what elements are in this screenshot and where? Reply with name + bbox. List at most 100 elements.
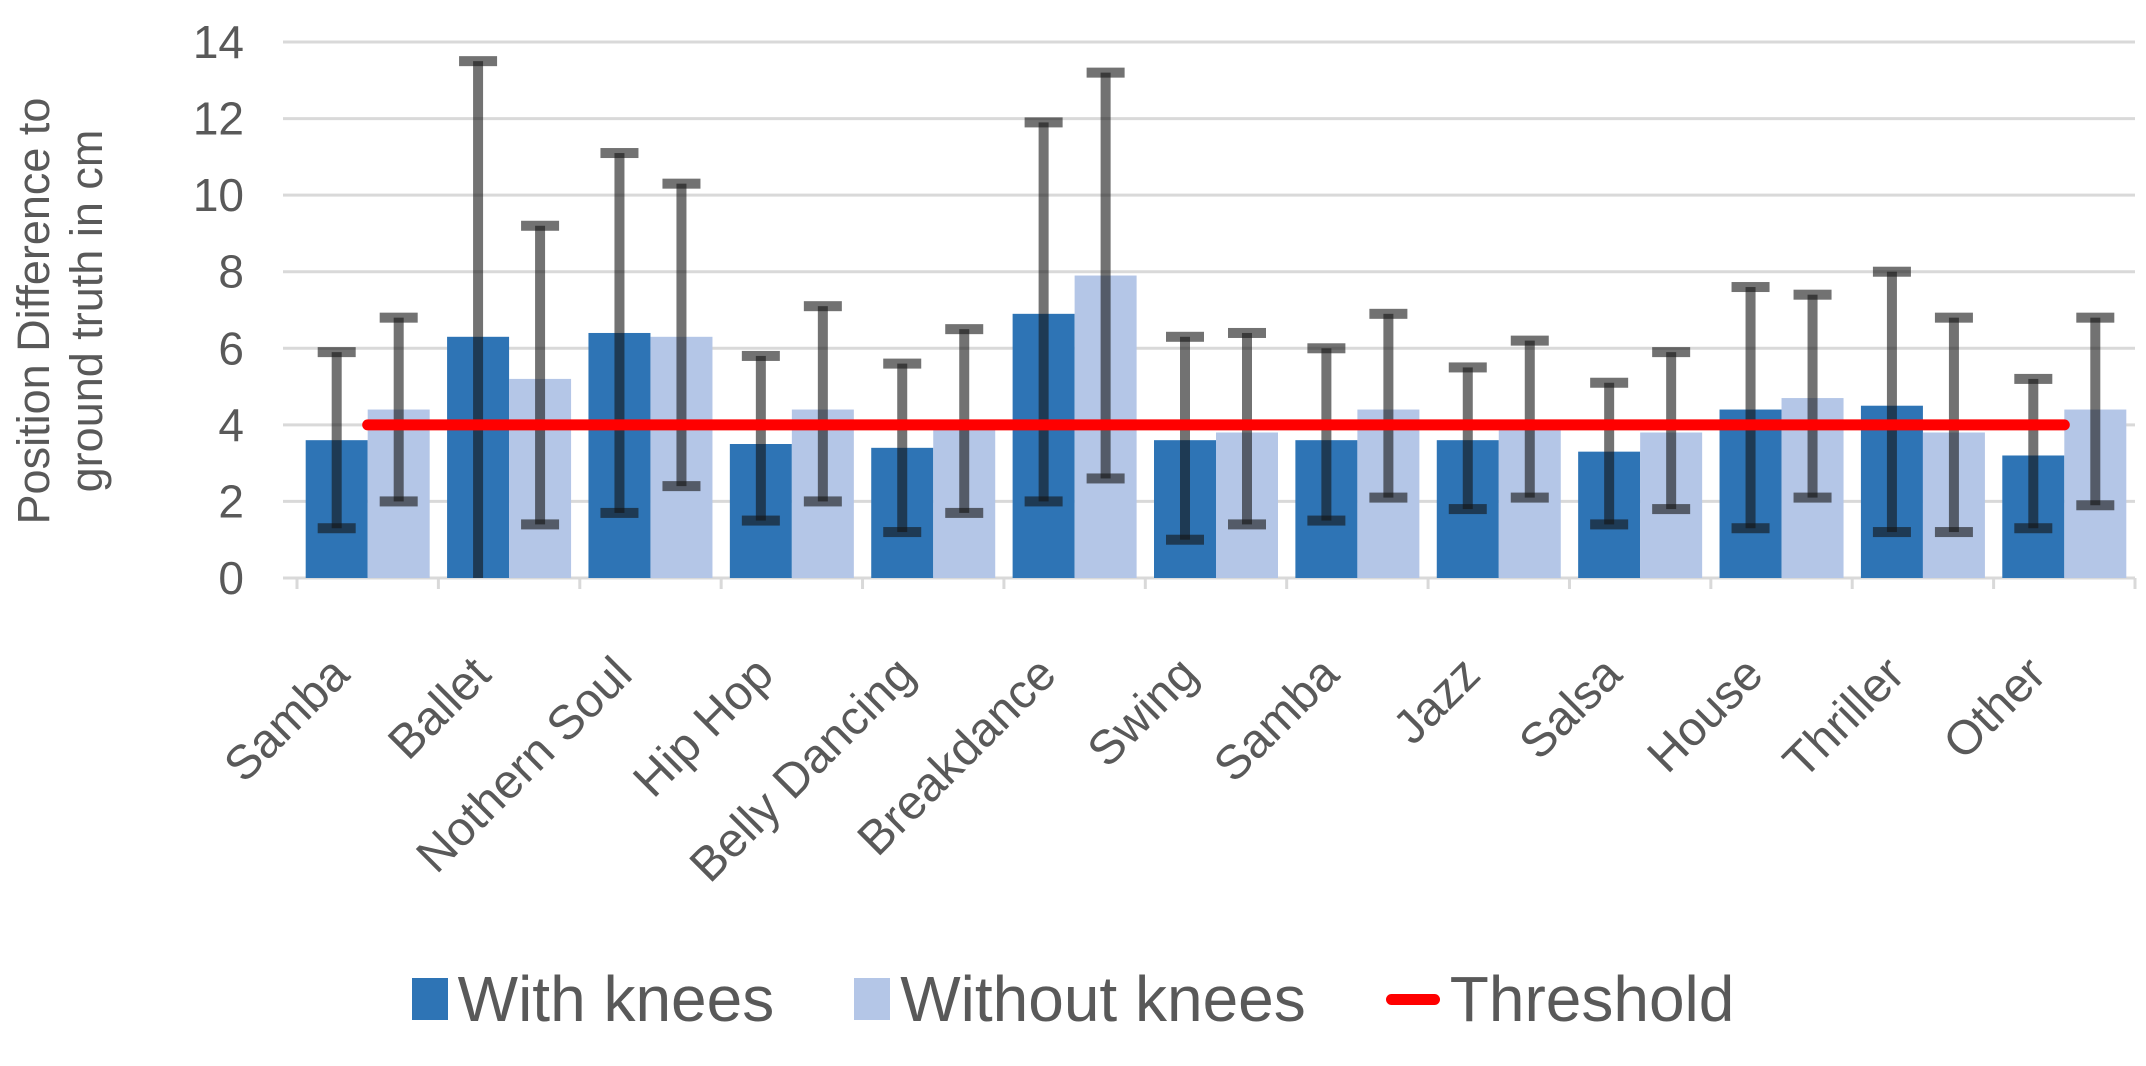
error-bar-cap-bottom [1872, 527, 1911, 538]
error-bar-cap-top [1448, 362, 1487, 373]
error-bar-cap-bottom [883, 527, 922, 538]
y-tick-label: 10 [193, 169, 244, 221]
error-bar-cap-top [317, 347, 356, 358]
error-bar-cap-top [379, 312, 418, 323]
error-bar-line [473, 61, 484, 578]
error-bar-cap-top [1934, 312, 1973, 323]
error-bar-cap-top [1369, 308, 1408, 319]
error-bar-cap-bottom [1307, 515, 1346, 526]
error-bar-line [1038, 122, 1049, 502]
error-bar-cap-top [1793, 289, 1832, 300]
error-bar-line [2028, 378, 2039, 529]
error-bar-cap-bottom [1590, 519, 1629, 530]
x-category-label: Samba [214, 647, 359, 792]
error-bar-cap-top [459, 56, 498, 67]
error-bar-cap-bottom [803, 496, 842, 507]
error-bar-line [614, 153, 625, 513]
error-bar-line [1604, 382, 1615, 525]
y-axis-title-line-1: Position Difference to [8, 97, 59, 525]
error-bar-cap-bottom [1448, 504, 1487, 515]
error-bar-cap-top [1166, 331, 1204, 342]
error-bar-cap-bottom [1652, 504, 1691, 515]
error-bar-cap-top [2076, 312, 2115, 323]
error-bar-cap-top [1872, 266, 1911, 277]
error-bar-line [755, 355, 766, 521]
error-bar-line [331, 352, 342, 529]
error-bar-line [2090, 317, 2101, 506]
legend: With knees Without knees Threshold [0, 962, 2146, 1036]
error-bar-cap-top [883, 358, 922, 369]
error-bar-cap-top [1086, 67, 1125, 78]
legend-threshold-dash-icon [1385, 993, 1440, 1005]
error-bar-cap-top [1652, 347, 1691, 358]
legend-swatch-without-knees [854, 978, 891, 1020]
error-bar-line [1666, 352, 1677, 510]
x-category-label: Other [1934, 647, 2056, 769]
legend-item-without-knees: Without knees [854, 962, 1306, 1036]
error-bar-cap-top [521, 220, 560, 231]
error-bar-line [1745, 287, 1756, 529]
x-category-label: House [1638, 647, 1774, 783]
x-category-label: Thriller [1774, 647, 1915, 788]
error-bar-cap-top [1024, 117, 1063, 128]
y-axis-title: Position Difference to ground truth in c… [7, 31, 117, 591]
y-tick-label: 14 [193, 16, 244, 68]
error-bar-cap-bottom [662, 481, 701, 492]
error-bar-cap-bottom [1086, 473, 1125, 484]
x-category-label: Jazz [1383, 647, 1490, 754]
y-tick-label: 4 [218, 399, 244, 451]
error-bar-cap-bottom [379, 496, 418, 507]
error-bar-cap-bottom [945, 507, 984, 518]
error-bar-cap-bottom [1934, 527, 1973, 538]
error-bar-cap-top [2014, 373, 2053, 384]
legend-item-with-knees: With knees [411, 962, 775, 1036]
error-bar-line [676, 183, 687, 487]
y-tick-label: 8 [218, 246, 244, 298]
error-bar-line [817, 306, 828, 502]
error-bar-line [393, 317, 404, 502]
error-bar-cap-bottom [1166, 534, 1204, 545]
legend-label-without-knees: Without knees [900, 963, 1306, 1035]
x-category-label: Salsa [1510, 647, 1633, 770]
error-bar-line [1807, 294, 1818, 498]
error-bar-cap-bottom [600, 507, 639, 518]
error-bar-line [897, 363, 908, 533]
error-bar-cap-top [1307, 343, 1346, 354]
error-bar-cap-bottom [1228, 519, 1266, 530]
error-bar-cap-bottom [2014, 523, 2053, 534]
error-bar-line [1524, 340, 1535, 498]
error-bar-line [1886, 271, 1897, 533]
error-bar-line [1100, 72, 1111, 479]
error-bar-cap-top [662, 178, 701, 189]
x-category-label: Swing [1078, 647, 1208, 777]
legend-label-with-knees: With knees [457, 963, 775, 1035]
error-bar-cap-bottom [317, 523, 356, 534]
error-bar-cap-bottom [1024, 496, 1063, 507]
error-bar-cap-top [600, 148, 639, 159]
error-bar-cap-top [1731, 282, 1770, 293]
legend-item-threshold: Threshold [1385, 962, 1735, 1036]
y-tick-label: 0 [218, 552, 244, 604]
error-bar-cap-top [945, 324, 984, 335]
error-bar-cap-bottom [1731, 523, 1770, 534]
y-tick-label: 12 [193, 93, 244, 145]
error-bar-cap-top [803, 301, 842, 312]
error-bar-cap-bottom [1510, 492, 1549, 503]
error-bar-cap-top [1228, 327, 1266, 338]
error-bar-line [1321, 348, 1332, 521]
error-bar-cap-bottom [741, 515, 780, 526]
error-bar-cap-bottom [1369, 492, 1408, 503]
error-bar-cap-bottom [2076, 500, 2115, 511]
legend-label-threshold: Threshold [1449, 963, 1735, 1035]
error-bar-line [535, 225, 546, 525]
y-axis-title-line-2: ground truth in cm [61, 129, 113, 493]
legend-swatch-with-knees [411, 978, 448, 1020]
error-bar-line [1383, 313, 1394, 498]
error-bar-line [1180, 336, 1190, 540]
error-bar-line [1462, 367, 1473, 510]
y-tick-label: 6 [218, 322, 244, 374]
x-category-label: Samba [1204, 647, 1349, 792]
error-bar-cap-top [1510, 335, 1549, 346]
error-bar-cap-bottom [1793, 492, 1832, 503]
